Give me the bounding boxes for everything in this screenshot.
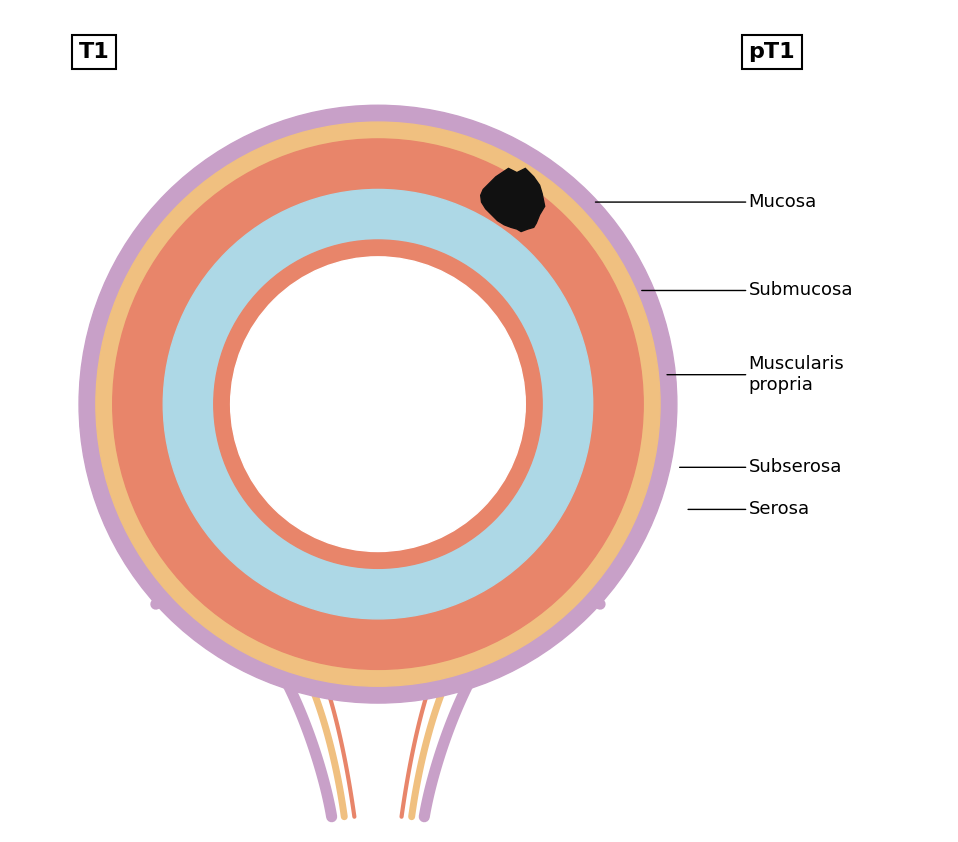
Text: Subserosa: Subserosa	[748, 458, 842, 477]
Text: T1: T1	[80, 42, 110, 62]
Circle shape	[96, 122, 660, 686]
Text: Muscularis
propria: Muscularis propria	[748, 355, 844, 394]
Circle shape	[113, 139, 643, 669]
Text: pT1: pT1	[748, 42, 795, 62]
Polygon shape	[481, 168, 545, 232]
Circle shape	[163, 189, 593, 619]
Circle shape	[214, 240, 542, 568]
Text: Submucosa: Submucosa	[748, 281, 853, 300]
Circle shape	[80, 105, 677, 703]
Circle shape	[231, 257, 525, 552]
Text: Serosa: Serosa	[748, 500, 810, 519]
Text: Mucosa: Mucosa	[748, 193, 816, 211]
